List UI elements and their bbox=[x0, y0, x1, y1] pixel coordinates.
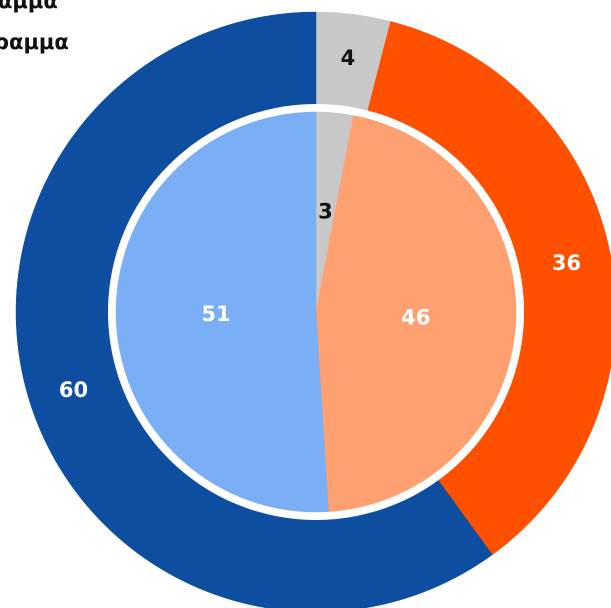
data-label: 51 bbox=[201, 302, 230, 326]
data-label: 46 bbox=[401, 305, 430, 329]
data-label: 60 bbox=[59, 378, 88, 402]
data-label: 3 bbox=[318, 199, 333, 223]
legend-label: ραμμα bbox=[0, 30, 69, 54]
data-label: 36 bbox=[552, 251, 581, 275]
data-label: 4 bbox=[341, 46, 356, 70]
slice bbox=[315, 115, 517, 512]
legend-label: αμμα bbox=[0, 0, 58, 13]
slice bbox=[115, 111, 329, 513]
